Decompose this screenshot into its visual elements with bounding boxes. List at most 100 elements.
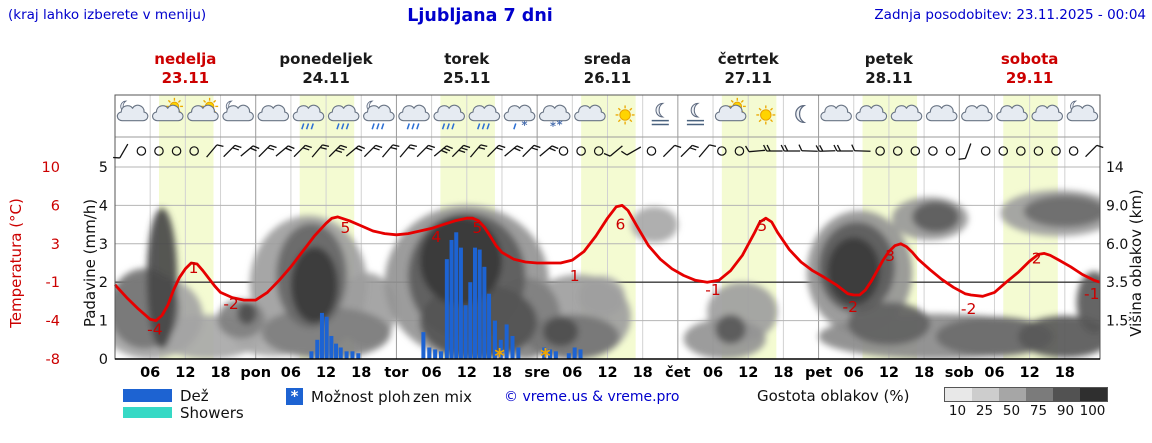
sun-icon (756, 105, 776, 125)
cloud-icon (925, 104, 958, 122)
calm-wind-icon (136, 146, 147, 156)
svg-text:-1: -1 (1084, 285, 1099, 303)
calm-wind-icon (558, 146, 569, 156)
wind-barb-icon (504, 145, 524, 157)
wind-barb-icon (113, 143, 129, 159)
cloud-density-scale (944, 387, 1108, 402)
svg-text:3: 3 (99, 237, 108, 253)
day-header-ponedeljek: ponedeljek 24.11 (256, 50, 397, 88)
calm-wind-icon (928, 146, 938, 156)
cloud-density-value: 75 (1029, 403, 1048, 419)
svg-text:06: 06 (984, 365, 1004, 381)
wind-barb-icon (603, 145, 623, 157)
day-name: ponedeljek (279, 50, 373, 68)
day-date: 25.11 (443, 69, 491, 87)
calm-wind-icon (576, 146, 586, 156)
day-header-torek: torek 25.11 (396, 50, 537, 88)
calm-wind-icon (1016, 146, 1026, 156)
svg-text:6: 6 (615, 215, 625, 233)
showers-legend-swatch (123, 407, 172, 418)
svg-text:-4: -4 (147, 321, 162, 339)
wind-barb-icon (258, 144, 277, 158)
calm-wind-icon (734, 146, 745, 156)
day-name: sobota (1000, 50, 1059, 68)
cloud-density-value: 90 (1056, 403, 1075, 419)
day-date: 24.11 (302, 69, 350, 87)
svg-text:06: 06 (281, 365, 301, 381)
day-name: sreda (583, 50, 632, 68)
wind-barb-icon (328, 144, 348, 158)
svg-text:06: 06 (140, 365, 160, 381)
calm-wind-icon (945, 146, 956, 156)
weather-icon-row: * * * (116, 97, 1099, 133)
svg-text:06: 06 (844, 365, 864, 381)
cloud-density-swatch-25 (972, 388, 999, 401)
calm-wind-icon (646, 146, 657, 156)
rain-legend-swatch (123, 389, 172, 402)
calm-wind-icon (910, 146, 921, 156)
cloud-density-value: 10 (948, 403, 967, 419)
svg-text:12: 12 (597, 365, 617, 381)
day-header-petek: petek 28.11 (819, 50, 960, 88)
svg-text:06: 06 (703, 365, 723, 381)
rain-legend-label: Dež (180, 387, 209, 405)
svg-text:0: 0 (99, 352, 108, 368)
showers-legend-label: Showers (180, 404, 244, 422)
svg-text:18: 18 (492, 365, 512, 381)
svg-text:*: * (521, 118, 527, 132)
svg-text:1.5: 1.5 (1106, 314, 1128, 330)
wind-barb-icon (206, 144, 224, 158)
cloud-icon (961, 104, 993, 122)
svg-text:4: 4 (431, 228, 441, 246)
snow-cloud-icon: * * (538, 104, 571, 133)
cloud-icon (855, 104, 888, 122)
rain-cloud-icon (327, 104, 360, 130)
svg-text:18: 18 (210, 365, 230, 381)
svg-text:18: 18 (773, 365, 793, 381)
svg-text:9.0: 9.0 (1106, 198, 1128, 214)
temperature-value-labels: -4 1 -2 5 4 5 1 6 -1 5 -2 3 -2 2 -1 (147, 215, 1099, 338)
wind-barb-icon (311, 144, 330, 158)
cloud-icon (820, 104, 852, 122)
svg-text:*: * (540, 344, 551, 368)
sun-cloud-icon (187, 97, 219, 122)
moon-fog-icon (686, 102, 704, 126)
cloud-icon (1031, 104, 1064, 122)
calm-wind-icon (154, 146, 164, 156)
day-name: torek (444, 50, 490, 68)
wind-barb-icon (763, 144, 783, 152)
wind-barb-icon (275, 145, 295, 157)
cloud-density-swatch-10 (945, 388, 972, 401)
calm-wind-icon (593, 146, 604, 156)
wind-barb-icon (223, 144, 242, 158)
wind-barb-icon (399, 144, 418, 158)
sun-cloud-icon (714, 97, 747, 122)
wind-barb-icon (487, 144, 506, 158)
copyright-link[interactable]: © vreme.us & vreme.pro (504, 389, 680, 405)
svg-text:18: 18 (633, 365, 653, 381)
svg-text:-2: -2 (223, 295, 238, 313)
day-header-nedelja: nedelja 23.11 (115, 50, 256, 88)
wind-barb-icon (815, 144, 836, 152)
wind-barb-icon (539, 145, 559, 157)
cloud-density-value: 25 (975, 403, 994, 419)
wind-barb-icon (798, 144, 818, 152)
svg-text:12: 12 (738, 365, 758, 381)
frozen-mix-markers: * * (494, 344, 551, 368)
chance-showers-star-icon: * (286, 388, 303, 405)
day-date: 27.11 (724, 69, 772, 87)
rain-cloud-icon (398, 104, 430, 130)
svg-text:06: 06 (562, 365, 582, 381)
day-name: četrtek (717, 50, 779, 68)
day-date: 23.11 (161, 69, 210, 87)
cloud-density-swatch-50 (999, 388, 1026, 401)
moon-icon (795, 105, 807, 123)
svg-text:5: 5 (340, 219, 350, 237)
svg-text:06: 06 (422, 365, 442, 381)
wind-barb-icon (1085, 144, 1104, 158)
cloud-icon (574, 104, 606, 122)
svg-text:5: 5 (99, 160, 108, 176)
svg-text:sob: sob (945, 365, 974, 381)
wind-barb-icon (416, 144, 436, 158)
